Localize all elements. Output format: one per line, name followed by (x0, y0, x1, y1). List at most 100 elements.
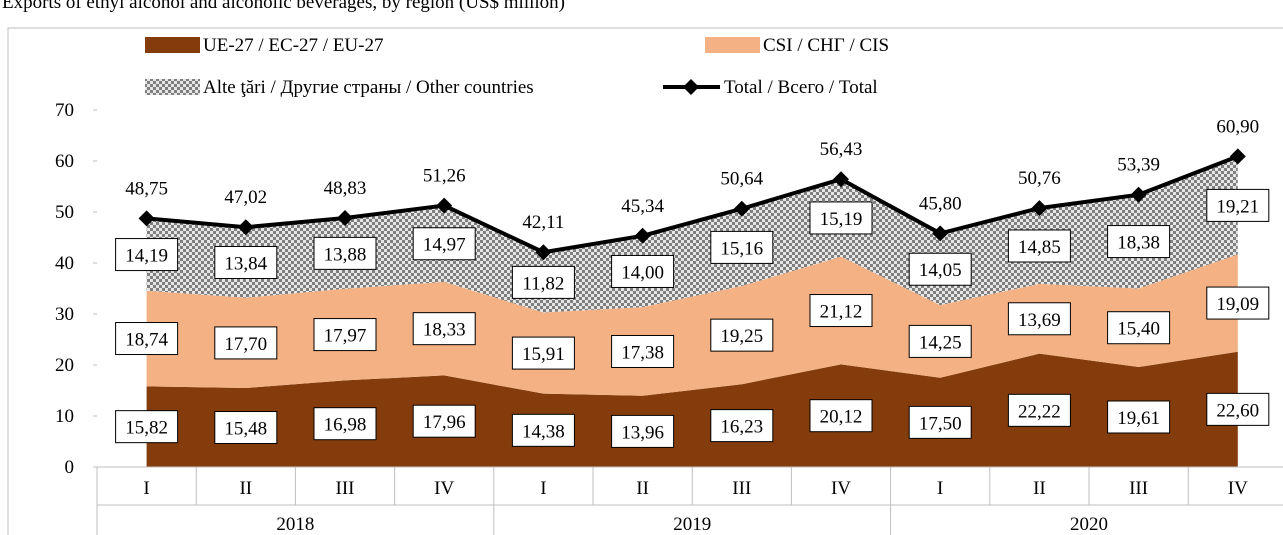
x-tick-label: IV (1228, 478, 1248, 499)
data-label: 18,38 (1117, 233, 1160, 254)
label-box (1206, 392, 1270, 426)
label-box (1107, 311, 1171, 345)
label-box (611, 254, 675, 288)
total-marker (1031, 200, 1048, 217)
label-box (412, 227, 476, 261)
label-box (809, 201, 873, 235)
data-label: 19,61 (1117, 408, 1160, 429)
total-marker (436, 197, 453, 214)
x-tick-label: I (937, 478, 943, 499)
total-label: 56,43 (820, 139, 863, 160)
data-label: 17,38 (621, 342, 664, 363)
data-label: 19,25 (720, 326, 763, 347)
y-tick-label: 0 (65, 457, 75, 478)
data-label: 19,09 (1216, 294, 1259, 315)
x-tick-label: IV (434, 478, 454, 499)
label-box (908, 324, 972, 358)
label-box (1206, 286, 1270, 320)
total-label: 45,80 (919, 193, 962, 214)
total-label: 50,76 (1018, 168, 1061, 189)
data-label: 15,40 (1117, 319, 1160, 340)
data-label: 14,19 (125, 246, 168, 267)
data-label: 13,96 (621, 422, 664, 443)
label-box (611, 414, 675, 448)
data-label: 14,00 (621, 262, 664, 283)
data-label: 21,12 (820, 302, 863, 323)
y-tick-label: 60 (55, 151, 74, 172)
year-label: 2019 (673, 514, 711, 535)
total-marker (535, 244, 552, 261)
data-label: 22,60 (1216, 400, 1259, 421)
label-box (1206, 188, 1270, 222)
legend-label: CSI / СНГ / CIS (763, 35, 889, 56)
data-label: 13,84 (224, 253, 267, 274)
x-tick-label: II (636, 478, 649, 499)
data-label: 15,82 (125, 418, 168, 439)
label-box (1107, 400, 1171, 434)
y-tick-label: 10 (55, 406, 74, 427)
label-box (511, 336, 575, 370)
data-label: 14,05 (919, 260, 962, 281)
data-label: 22,22 (1018, 401, 1061, 422)
data-label: 15,19 (820, 209, 863, 230)
label-box (313, 318, 377, 352)
total-label: 53,39 (1117, 155, 1160, 176)
legend-swatch (705, 37, 760, 53)
total-marker (337, 209, 353, 226)
label-box (611, 334, 675, 368)
label-box (115, 322, 179, 356)
label-box (412, 404, 476, 438)
label-box (313, 236, 377, 270)
total-marker (1130, 186, 1147, 203)
total-marker (634, 227, 651, 244)
data-label: 17,70 (224, 334, 267, 355)
total-label: 45,34 (621, 196, 664, 217)
label-box (313, 407, 377, 441)
total-marker (1229, 148, 1246, 165)
total-label: 51,26 (423, 166, 466, 187)
data-label: 15,91 (522, 344, 565, 365)
label-box (710, 318, 774, 352)
total-label: 48,83 (324, 178, 367, 199)
data-label: 17,96 (423, 412, 466, 433)
label-box (115, 410, 179, 444)
data-label: 13,69 (1018, 310, 1061, 331)
x-tick-label: IV (831, 478, 851, 499)
label-box (1007, 393, 1071, 427)
total-marker (833, 171, 849, 188)
y-tick-label: 70 (55, 100, 74, 121)
label-box (908, 252, 972, 286)
data-label: 11,82 (522, 273, 564, 294)
data-label: 16,23 (720, 417, 763, 438)
x-tick-label: I (143, 478, 149, 499)
data-label: 14,38 (522, 421, 565, 442)
total-label: 50,64 (720, 169, 763, 190)
label-box (412, 312, 476, 346)
data-label: 20,12 (820, 407, 863, 428)
x-tick-label: III (1129, 478, 1148, 499)
data-label: 18,74 (125, 330, 168, 351)
x-tick-label: III (732, 478, 751, 499)
data-label: 14,85 (1018, 237, 1061, 258)
total-label: 48,75 (125, 178, 168, 199)
label-box (511, 265, 575, 299)
legend-swatch (145, 79, 200, 95)
data-label: 16,98 (324, 415, 367, 436)
x-tick-label: I (540, 478, 546, 499)
label-box (511, 413, 575, 447)
label-box (710, 230, 774, 264)
y-tick-label: 30 (55, 304, 74, 325)
data-label: 19,21 (1216, 196, 1259, 217)
x-tick-label: II (239, 478, 252, 499)
y-tick-label: 50 (55, 202, 74, 223)
legend-label: Total / Всего / Total (724, 77, 878, 98)
label-box (1107, 225, 1171, 259)
year-label: 2020 (1070, 514, 1108, 535)
label-box (214, 411, 278, 445)
legend-label: UE-27 / EC-27 / EU-27 (203, 35, 383, 56)
area (146, 254, 1238, 396)
y-tick-label: 40 (55, 253, 74, 274)
label-box (214, 326, 278, 360)
total-marker (237, 219, 254, 236)
